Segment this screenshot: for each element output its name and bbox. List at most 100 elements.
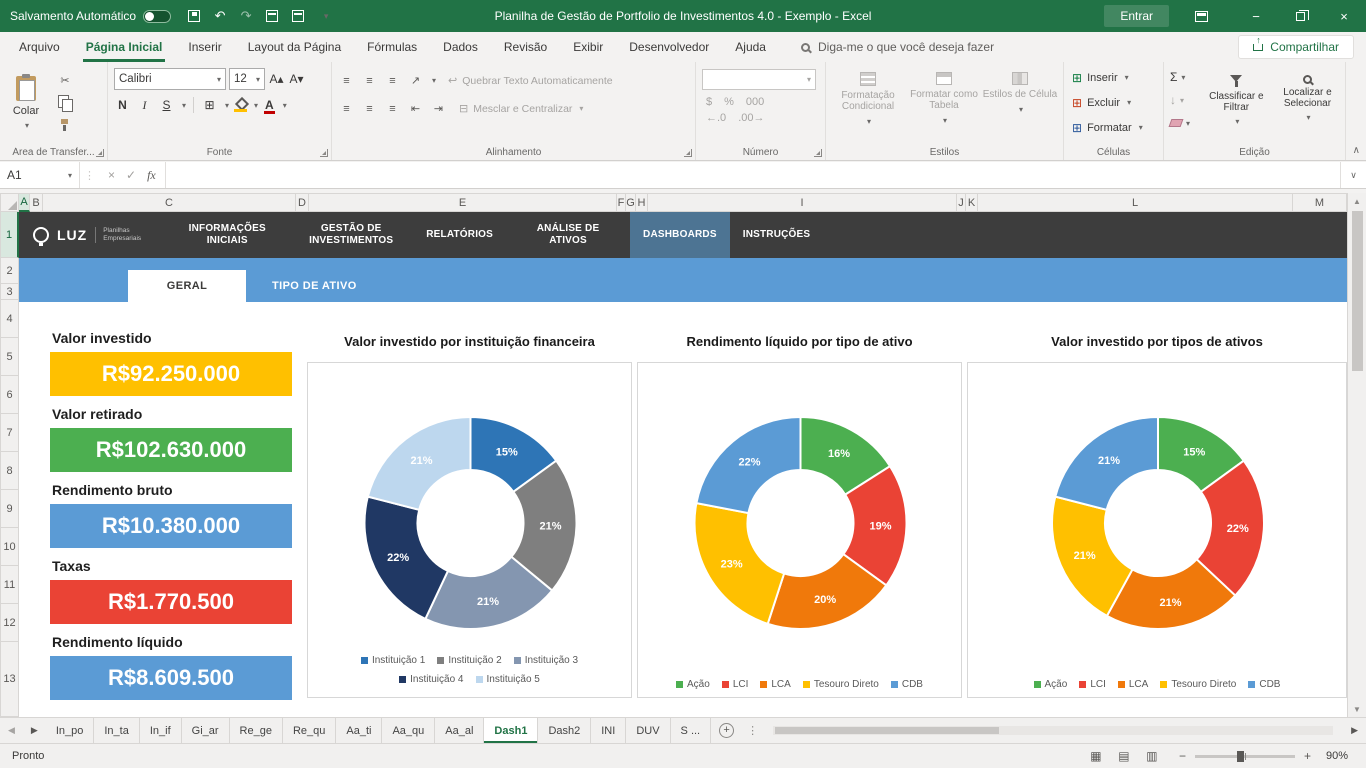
alignment-dialog-launcher[interactable]: [684, 149, 692, 157]
sheet-tab-s[interactable]: S ...: [671, 718, 712, 743]
sheet-tab-in-if[interactable]: In_if: [140, 718, 182, 743]
zoom-slider-thumb[interactable]: [1237, 751, 1244, 762]
sheet-scroll-left-button[interactable]: ◀: [0, 718, 23, 743]
ribbon-tab-revisao[interactable]: Revisão: [491, 32, 560, 62]
row-header-2[interactable]: 2: [0, 258, 19, 284]
nav-item-informacoes-iniciais[interactable]: INFORMAÇÕES INICIAIS: [165, 212, 289, 258]
sheet-tab-aa-al[interactable]: Aa_al: [435, 718, 484, 743]
autosave-toggle[interactable]: Salvamento Automático: [0, 9, 181, 23]
ribbon-tab-inserir[interactable]: Inserir: [175, 32, 234, 62]
column-header-j[interactable]: J: [957, 193, 966, 212]
toggle-switch-icon[interactable]: [143, 10, 171, 23]
save-button[interactable]: [181, 0, 207, 32]
decrease-font-button[interactable]: A▾: [288, 72, 305, 86]
sheet-tab-gi-ar[interactable]: Gi_ar: [182, 718, 230, 743]
autosum-button[interactable]: Σ▾: [1170, 69, 1197, 85]
cell-styles-button[interactable]: Estilos de Célula ▾: [982, 65, 1058, 143]
comma-style-button[interactable]: 000: [746, 96, 764, 108]
format-cells-button[interactable]: ⊞ Formatar ▾: [1068, 115, 1159, 140]
column-header-k[interactable]: K: [966, 193, 978, 212]
nav-item-gestao-de-investimentos[interactable]: GESTÃO DE INVESTIMENTOS: [289, 212, 413, 258]
insert-cells-button[interactable]: ⊞ Inserir ▾: [1068, 65, 1159, 90]
accounting-format-button[interactable]: $: [706, 96, 712, 108]
column-header-e[interactable]: E: [309, 193, 617, 212]
maximize-button[interactable]: [1278, 0, 1322, 32]
column-header-a[interactable]: A: [19, 193, 30, 212]
view-tab-geral[interactable]: GERAL: [128, 270, 246, 302]
row-header-12[interactable]: 12: [0, 604, 19, 642]
sheet-tab-dash2[interactable]: Dash2: [538, 718, 591, 743]
ribbon-tab-formulas[interactable]: Fórmulas: [354, 32, 430, 62]
row-header-5[interactable]: 5: [0, 338, 19, 376]
select-all-button[interactable]: [0, 193, 19, 212]
sheet-tab-in-ta[interactable]: In_ta: [94, 718, 139, 743]
conditional-formatting-button[interactable]: Formatação Condicional ▾: [830, 65, 906, 143]
sheet-tab-aa-ti[interactable]: Aa_ti: [336, 718, 382, 743]
column-header-g[interactable]: G: [626, 193, 636, 212]
qat-extra-button-1[interactable]: [259, 0, 285, 32]
align-bottom-button[interactable]: ≡: [384, 75, 401, 87]
collapse-ribbon-button[interactable]: ∧: [1353, 145, 1360, 156]
row-header-6[interactable]: 6: [0, 376, 19, 414]
fill-color-button[interactable]: [234, 99, 247, 112]
sheet-tab-re-qu[interactable]: Re_qu: [283, 718, 336, 743]
clipboard-dialog-launcher[interactable]: [96, 149, 104, 157]
format-as-table-button[interactable]: Formatar como Tabela ▾: [906, 65, 982, 143]
normal-view-button[interactable]: ▦: [1083, 747, 1109, 766]
ribbon-display-options-icon[interactable]: [1195, 11, 1208, 22]
column-header-h[interactable]: H: [636, 193, 648, 212]
zoom-out-button[interactable]: −: [1179, 749, 1186, 763]
bold-button[interactable]: N: [114, 98, 131, 112]
fill-button[interactable]: ↓▾: [1170, 92, 1197, 108]
row-header-1[interactable]: 1: [0, 212, 19, 258]
cut-button[interactable]: ✂: [56, 72, 74, 88]
nav-item-relatorios[interactable]: RELATÓRIOS: [413, 212, 506, 258]
vertical-scrollbar[interactable]: ▲ ▼: [1347, 193, 1366, 717]
horizontal-scroll-thumb[interactable]: [775, 727, 999, 734]
ribbon-tab-ajuda[interactable]: Ajuda: [722, 32, 779, 62]
insert-function-button[interactable]: fx: [147, 168, 156, 183]
percent-style-button[interactable]: %: [724, 96, 734, 108]
ribbon-tab-dados[interactable]: Dados: [430, 32, 491, 62]
sheet-tab-dash1[interactable]: Dash1: [484, 718, 538, 743]
page-break-view-button[interactable]: ▥: [1139, 747, 1165, 766]
row-header-11[interactable]: 11: [0, 566, 19, 604]
close-button[interactable]: ×: [1322, 0, 1366, 32]
horizontal-scrollbar[interactable]: [773, 726, 1333, 735]
name-box[interactable]: A1 ▾: [0, 162, 80, 188]
scroll-down-arrow[interactable]: ▼: [1353, 701, 1361, 717]
qat-extra-button-2[interactable]: [285, 0, 311, 32]
cancel-button[interactable]: ×: [108, 168, 115, 182]
scroll-far-right-arrow[interactable]: ▶: [1343, 718, 1366, 743]
nav-item-instrucoes[interactable]: INSTRUÇÕES: [730, 212, 824, 258]
zoom-in-button[interactable]: +: [1304, 749, 1311, 763]
sheet-tab-ini[interactable]: INI: [591, 718, 626, 743]
ribbon-tab-exibir[interactable]: Exibir: [560, 32, 616, 62]
italic-button[interactable]: I: [136, 98, 153, 113]
ribbon-tab-desenvolvedor[interactable]: Desenvolvedor: [616, 32, 722, 62]
row-header-4[interactable]: 4: [0, 300, 19, 338]
quick-access-customize-button[interactable]: ▾: [313, 0, 339, 32]
font-size-select[interactable]: 12 ▾: [229, 68, 265, 90]
tell-me-search[interactable]: Diga-me o que você deseja fazer: [801, 32, 994, 62]
row-header-9[interactable]: 9: [0, 490, 19, 528]
number-format-select[interactable]: ▾: [702, 69, 816, 90]
page-layout-view-button[interactable]: ▤: [1111, 747, 1137, 766]
chart-panel-3[interactable]: 15%22%21%21%21%AçãoLCILCATesouro DiretoC…: [967, 362, 1347, 698]
nav-item-analise-de-ativos[interactable]: ANÁLISE DE ATIVOS: [506, 212, 630, 258]
sheet-tab-in-po[interactable]: In_po: [46, 718, 95, 743]
view-tab-tipo-de-ativo[interactable]: TIPO DE ATIVO: [246, 270, 383, 302]
enter-button[interactable]: ✓: [126, 168, 136, 182]
delete-cells-button[interactable]: ⊞ Excluir ▾: [1068, 90, 1159, 115]
share-button[interactable]: Compartilhar: [1238, 35, 1354, 59]
nav-item-dashboards[interactable]: DASHBOARDS: [630, 212, 730, 258]
spreadsheet-canvas[interactable]: LUZ Planilhas Empresariais INFORMAÇÕES I…: [19, 212, 1347, 717]
redo-button[interactable]: ↷: [233, 0, 259, 32]
vertical-scroll-thumb[interactable]: [1352, 211, 1363, 371]
increase-decimal-button[interactable]: ←.0: [706, 112, 726, 124]
align-top-button[interactable]: ≡: [338, 75, 355, 87]
sheet-tab-aa-qu[interactable]: Aa_qu: [382, 718, 435, 743]
row-header-7[interactable]: 7: [0, 414, 19, 452]
clear-button[interactable]: ▾: [1170, 115, 1197, 131]
underline-button[interactable]: S: [158, 98, 175, 112]
